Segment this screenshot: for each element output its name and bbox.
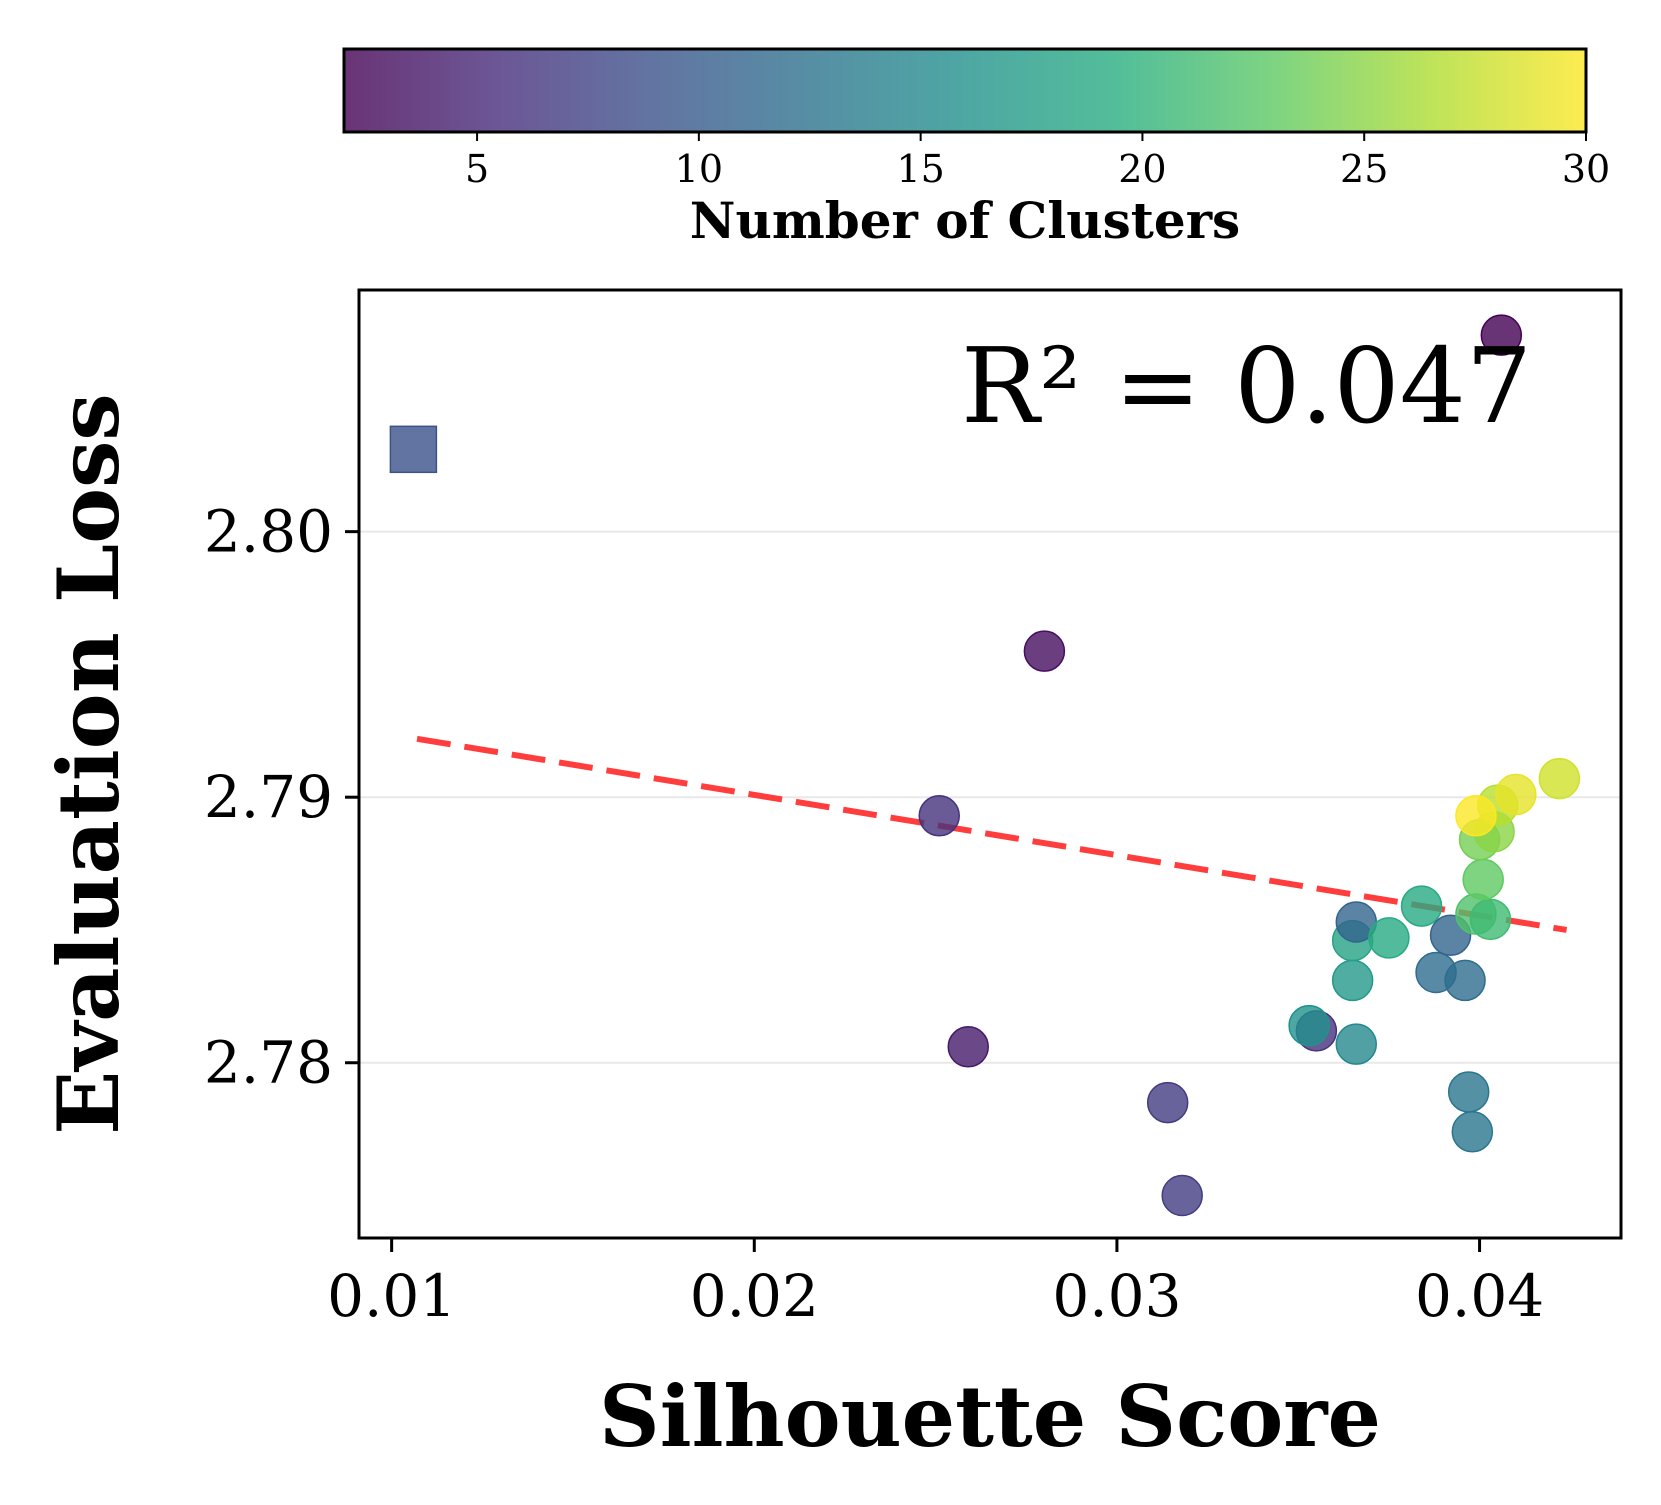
r-squared-annotation: R² = 0.047 [961, 325, 1532, 447]
scatter-point [1400, 885, 1443, 927]
y-tick-label: 2.78 [204, 1029, 333, 1097]
colorbar-label: Number of Clusters [690, 191, 1240, 250]
scatter-point [1368, 917, 1410, 959]
scatter-point [918, 795, 960, 837]
y-tick-label: 2.80 [204, 498, 333, 566]
scatter-point [1462, 858, 1504, 901]
scatter-point [1331, 959, 1374, 1002]
scatter-point [1444, 959, 1486, 1002]
y-tick-label: 2.79 [204, 763, 333, 831]
scatter-point [1335, 1023, 1378, 1065]
outlier-square-marker [389, 425, 438, 474]
scatter-point [1455, 795, 1497, 837]
colorbar-frame [342, 47, 1588, 134]
colorbar-tick-label: 15 [896, 147, 944, 191]
colorbar-tick-label: 10 [675, 147, 723, 191]
colorbar-tick-label: 30 [1562, 147, 1610, 191]
scatter-point [1495, 773, 1537, 816]
x-axis-label: Silhouette Score [599, 1367, 1381, 1466]
plot-area: 0.01 0.02 0.03 0.04 2.78 2.79 2.80 R² = 0.047 [204, 288, 1623, 1330]
colorbar-tick-label: 20 [1118, 147, 1166, 191]
scatter-point [1451, 1111, 1494, 1153]
scatter-point [947, 1026, 989, 1068]
colorbar: 5 10 15 20 25 30 Number of Clusters [342, 47, 1610, 250]
scatter-point [1161, 1174, 1203, 1217]
colorbar-gradient [344, 49, 1586, 132]
x-tick-label: 0.01 [327, 1262, 456, 1330]
colorbar-tick-label: 25 [1340, 147, 1388, 191]
colorbar-tick-label: 5 [465, 147, 489, 191]
y-axis-label: Evaluation Loss [39, 393, 138, 1134]
scatter-point [1447, 1071, 1490, 1113]
axes-frame [357, 288, 1623, 1240]
scatter-point [1023, 630, 1066, 672]
scatter-point [1288, 1004, 1330, 1047]
scatter-point [1538, 757, 1581, 800]
x-tick-label: 0.03 [1052, 1262, 1181, 1330]
trend-line [416, 735, 1568, 933]
scatter-point [1469, 898, 1512, 941]
x-tick-label: 0.02 [690, 1262, 819, 1330]
scatter-point [1480, 314, 1523, 356]
scatter-point [1146, 1081, 1189, 1124]
x-tick-label: 0.04 [1415, 1262, 1544, 1330]
